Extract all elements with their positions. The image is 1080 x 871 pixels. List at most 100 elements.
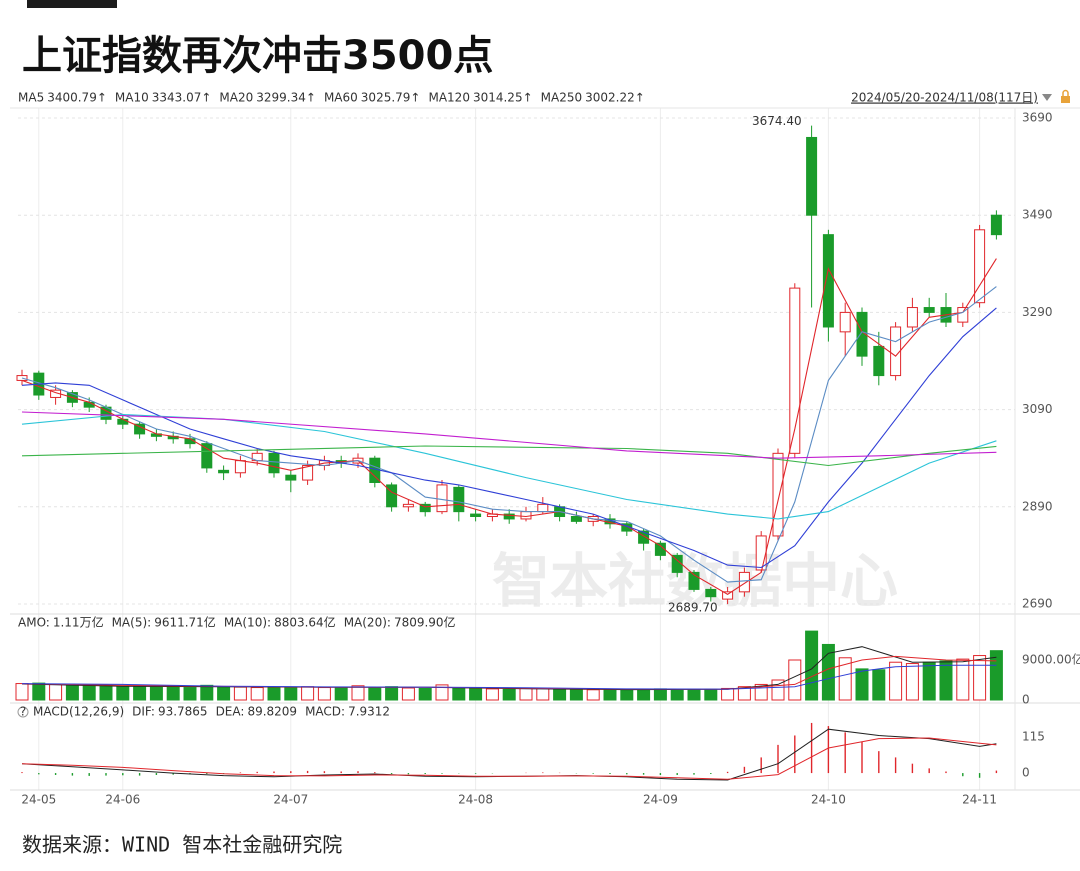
volume-bar: [133, 685, 147, 701]
line-series: [21, 728, 997, 781]
legend-text: DIF:: [132, 705, 155, 719]
candle-body: [201, 443, 213, 469]
candle-body: [856, 311, 868, 357]
candle-body: [218, 469, 230, 474]
line-series: [21, 307, 997, 569]
line-series: [21, 737, 997, 780]
volume-bar: [485, 688, 499, 701]
date-range: 2024/05/20-2024/11/08(117日): [851, 91, 1038, 105]
candle-body: [402, 503, 414, 508]
legend-text: 1.11万亿: [53, 615, 104, 630]
legend-text: MA5: [18, 91, 44, 105]
legend-text: 3025.79↑: [361, 91, 421, 105]
volume-bar: [939, 660, 953, 701]
candle-body: [990, 214, 1002, 236]
candle-body: [386, 484, 398, 508]
x-tick-label: 24-09: [643, 793, 678, 807]
volume-bar: [301, 686, 315, 701]
candle-body: [470, 513, 482, 518]
volume-bar: [670, 689, 684, 701]
help-icon: [17, 706, 29, 718]
volume-bar: [704, 688, 718, 701]
annotation: 3674.40: [752, 114, 802, 128]
volume-bar: [973, 655, 987, 701]
volume-bar: [989, 650, 1003, 701]
volume-bar: [233, 686, 247, 701]
title-bar: [27, 0, 117, 8]
y-tick-label: 0: [1022, 693, 1030, 707]
candle-body: [957, 307, 969, 323]
dropdown-icon[interactable]: [1042, 94, 1052, 101]
annotation: 2689.70: [668, 601, 718, 615]
legend-text: MACD(12,26,9): [33, 705, 124, 719]
volume-bar: [401, 687, 415, 701]
x-tick-label: 24-08: [458, 793, 493, 807]
legend-text: MA(10):: [224, 616, 271, 630]
volume-bar: [653, 688, 667, 701]
candle-body: [974, 229, 986, 304]
volume-bar: [553, 688, 567, 701]
legend-text: MA10: [115, 91, 149, 105]
x-tick-label: 24-05: [21, 793, 56, 807]
legend-text: 3002.22↑: [585, 91, 645, 105]
line-series: [21, 411, 997, 459]
volume-bar: [166, 686, 180, 701]
volume-bar: [805, 630, 819, 701]
y-tick-label: 0: [1022, 766, 1030, 780]
volume-bar: [737, 686, 751, 701]
volume-bar: [82, 684, 96, 701]
volume-bar: [788, 659, 802, 701]
line-series: [21, 445, 997, 467]
candle-body: [873, 345, 885, 377]
volume-bar: [469, 687, 483, 701]
candle-body: [789, 287, 801, 454]
lock-icon[interactable]: [1061, 96, 1070, 103]
candle-body: [638, 530, 650, 544]
candle-body: [520, 511, 532, 520]
volume-bar: [922, 661, 936, 701]
legend-text: MA250: [541, 91, 582, 105]
x-tick-label: 24-06: [105, 793, 140, 807]
y-tick-label: 9000.00亿: [1022, 652, 1080, 667]
volume-bar: [116, 686, 130, 701]
volume-bar: [855, 668, 869, 701]
volume-bar: [368, 686, 382, 701]
volume-bar: [385, 686, 399, 701]
candle-body: [890, 326, 902, 377]
legend-text: 3299.34↑: [256, 91, 316, 105]
candle-body: [83, 401, 95, 408]
volume-bar: [418, 687, 432, 701]
volume-bar: [334, 687, 348, 701]
y-tick-label: 2690: [1022, 596, 1053, 610]
volume-bar: [200, 684, 214, 701]
y-tick-label: 115: [1022, 730, 1045, 744]
legend-text: 7809.90亿: [394, 615, 456, 630]
candle-body: [537, 503, 549, 513]
candle-body: [722, 591, 734, 600]
legend-text: 3343.07↑: [152, 91, 212, 105]
legend-text: MA20: [219, 91, 253, 105]
x-tick-label: 24-11: [962, 793, 997, 807]
title: 上证指数再次冲击3500点: [22, 33, 493, 79]
candle-body: [117, 418, 129, 425]
legend-text: MA60: [324, 91, 358, 105]
volume-bar: [217, 686, 231, 701]
candle-body: [285, 474, 297, 481]
legend-text: AMO:: [18, 616, 50, 630]
y-tick-label: 3690: [1022, 111, 1053, 125]
candle-body: [923, 307, 935, 313]
source: 数据来源：WIND 智本社金融研究院: [22, 833, 342, 857]
candle-body: [705, 588, 717, 598]
volume-bar: [15, 683, 29, 701]
candle-body: [688, 571, 700, 590]
line-series: [21, 258, 997, 595]
volume-bar: [956, 658, 970, 701]
legend-text: 9611.71亿: [154, 615, 216, 630]
candle-body: [436, 484, 448, 513]
candle-body: [419, 503, 431, 513]
legend-text: 3400.79↑: [47, 91, 107, 105]
volume-bar: [65, 684, 79, 701]
lock-icon: [1062, 89, 1069, 96]
candle-body: [302, 464, 314, 481]
candle-body: [268, 452, 280, 474]
